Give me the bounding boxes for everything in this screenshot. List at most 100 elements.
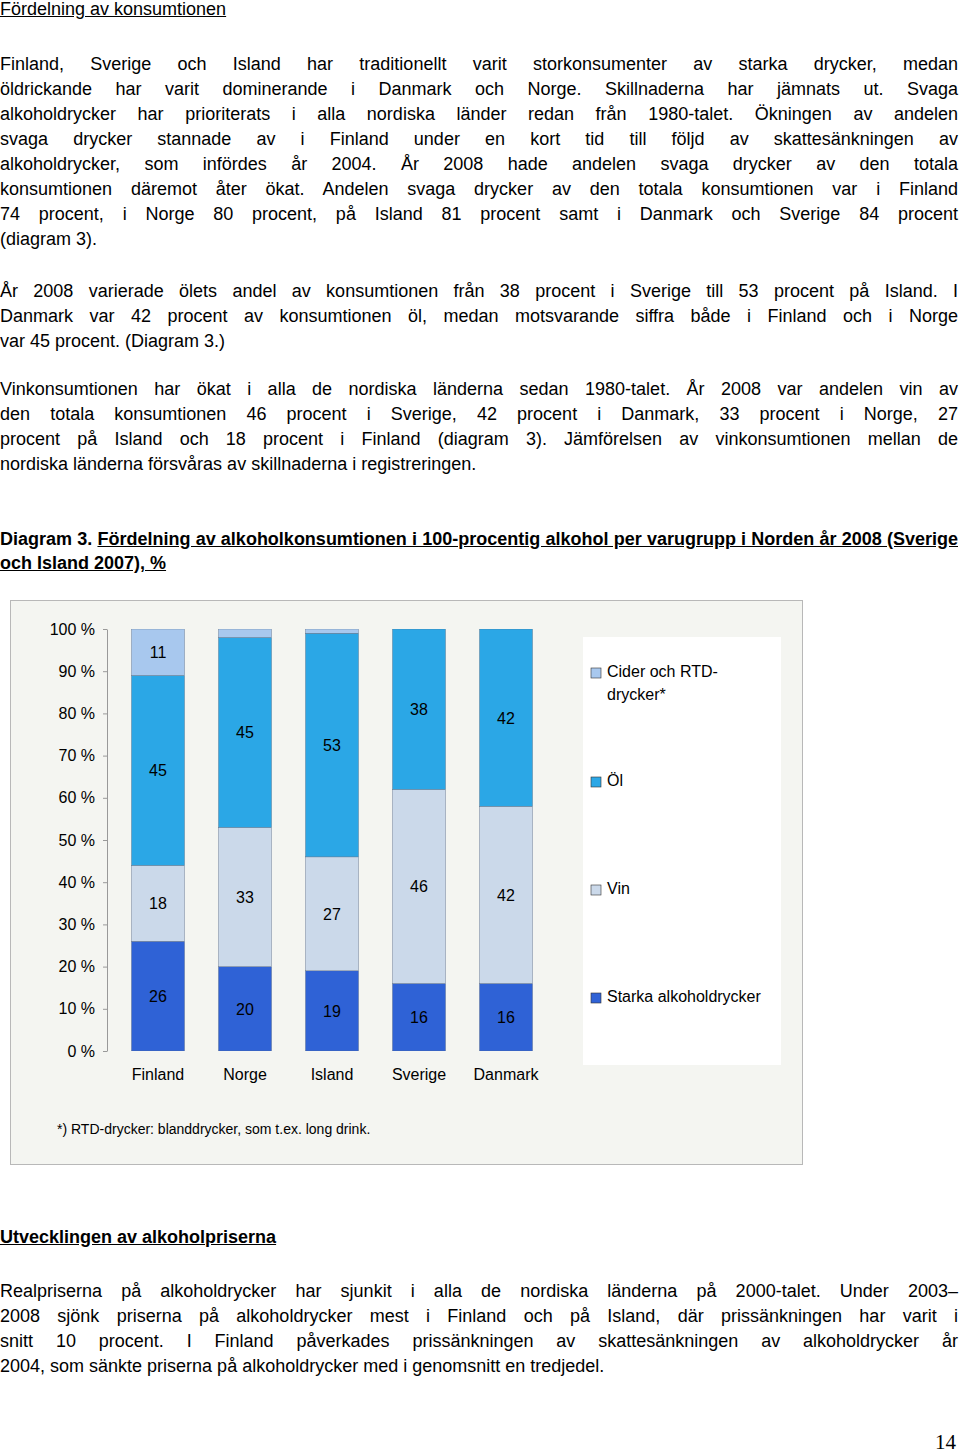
y-tick: 60 % (59, 789, 107, 806)
x-tick-label: Danmark (474, 1066, 540, 1083)
y-axis: 0 % 10 % 20 % 30 % 40 % 50 % 60 % 70 % 80 % 90 % 1… (50, 621, 108, 1060)
data-labels: 26201916161833274642454553384211 (149, 644, 515, 1026)
y-tick-label: 50 % (59, 832, 95, 849)
y-tick-label: 90 % (59, 663, 95, 680)
text-line: 2004, som sänkte priserna på alkoholdryc… (0, 1354, 958, 1379)
y-tick: 70 % (59, 747, 107, 764)
y-tick-label: 100 % (50, 621, 95, 638)
text-line: 74 procent, i Norge 80 procent, på Islan… (0, 202, 958, 227)
legend-label: Vin (607, 880, 630, 897)
y-tick: 40 % (59, 874, 107, 891)
y-tick-label: 40 % (59, 874, 95, 891)
data-label: 42 (497, 710, 515, 727)
text-line: var 45 procent. (Diagram 3.) (0, 329, 958, 354)
bar-segment (479, 983, 532, 1051)
y-tick-label: 80 % (59, 705, 95, 722)
y-tick-mark (103, 798, 107, 799)
legend-box (583, 637, 781, 1065)
y-tick-mark (103, 713, 107, 714)
legend-label: Cider och RTD-drycker* (607, 663, 718, 703)
x-tick: Island (311, 1051, 354, 1083)
footnote: *) RTD-drycker: blanddrycker, som t.ex. … (57, 1121, 370, 1137)
bars (131, 629, 532, 1051)
text-line: nordiska länderna försvåras av skillnade… (0, 452, 958, 477)
page-number: 14 (935, 1430, 956, 1451)
legend-swatch (591, 885, 601, 895)
caption-label: Diagram 3. (0, 529, 92, 549)
heading: Fördelning av konsumtionen (0, 0, 226, 20)
legend-swatch (591, 777, 601, 787)
bar-segment (305, 629, 358, 633)
data-label: 26 (149, 988, 167, 1005)
chart: 0 % 10 % 20 % 30 % 40 % 50 % 60 % 70 % 80 % 90 % 1… (11, 601, 802, 1164)
bar-segment (479, 629, 532, 806)
y-tick-label: 70 % (59, 747, 95, 764)
y-tick-mark (103, 882, 107, 883)
x-tick: Norge (223, 1051, 267, 1083)
bar-segment (218, 637, 271, 827)
bar-segment (479, 806, 532, 983)
data-label: 46 (410, 878, 428, 895)
y-tick: 0 % (67, 1043, 107, 1060)
text-line: konsumtionen däremot åter ökat. Andelen … (0, 177, 958, 202)
bar-segment (392, 983, 445, 1051)
bar-segment (305, 971, 358, 1051)
y-tick-label: 60 % (59, 789, 95, 806)
y-tick-mark (103, 671, 107, 672)
data-label: 38 (410, 701, 428, 718)
bar-segment (305, 633, 358, 857)
legend-swatch (591, 993, 601, 1003)
y-tick: 80 % (59, 705, 107, 722)
text-line: (diagram 3). (0, 227, 958, 252)
text-line: År 2008 varierade ölets andel av konsumt… (0, 279, 958, 304)
y-tick-label: 30 % (59, 916, 95, 933)
bar-segment (218, 629, 271, 637)
chart-title: Fördelning av alkoholkonsumtionen i 100-… (0, 529, 958, 573)
x-tick-label: Finland (132, 1066, 184, 1083)
y-tick: 10 % (59, 1000, 107, 1017)
heading: Utvecklingen av alkoholpriserna (0, 1226, 276, 1248)
bar-segment (392, 629, 445, 789)
text-line: öldrickande har varit dominerande i Danm… (0, 77, 958, 102)
bar-segment (131, 941, 184, 1051)
x-tick: Danmark (474, 1051, 540, 1083)
x-axis: Finland Norge Island Sverige Danmark (115, 1051, 550, 1083)
y-tick-mark (103, 967, 107, 968)
x-axis-line (115, 1051, 550, 1052)
y-tick-label: 10 % (59, 1000, 95, 1017)
text-line: Finland, Sverige och Island har traditio… (0, 52, 958, 77)
bar-segment (218, 827, 271, 966)
text-line: Danmark var 42 procent av konsumtionen ö… (0, 304, 958, 329)
text-line: snitt 10 procent. I Finland påverkades p… (0, 1329, 958, 1354)
y-tick-mark (103, 756, 107, 757)
bar-segment (392, 629, 445, 630)
y-tick-mark (103, 1051, 107, 1052)
text-line: svaga drycker stannade av i Finland unde… (0, 127, 958, 152)
y-tick-label: 0 % (67, 1043, 95, 1060)
caption: Diagram 3. Fördelning av alkoholkonsumti… (0, 527, 958, 575)
data-label: 45 (236, 724, 254, 741)
y-tick: 50 % (59, 832, 107, 849)
x-tick-label: Island (311, 1066, 354, 1083)
y-tick-mark (103, 629, 107, 630)
y-tick-mark (103, 924, 107, 925)
x-tick-label: Sverige (392, 1066, 446, 1083)
bar-segment (131, 675, 184, 865)
y-tick: 90 % (59, 663, 107, 680)
y-tick: 100 % (50, 621, 107, 638)
data-label: 16 (497, 1009, 515, 1026)
data-label: 19 (323, 1003, 341, 1020)
bar-segment (305, 857, 358, 971)
y-tick: 30 % (59, 916, 107, 933)
text-line: alkoholdrycker har prioriterats i alla n… (0, 102, 958, 127)
bar-segment (479, 629, 532, 630)
bar-segment (131, 629, 184, 675)
bar-segment (131, 865, 184, 941)
text-line: Realpriserna på alkoholdrycker har sjunk… (0, 1279, 958, 1304)
y-tick: 20 % (59, 958, 107, 975)
legend-swatch (591, 668, 601, 678)
text-line: procent på Island och 18 procent i Finla… (0, 427, 958, 452)
y-tick-mark (103, 840, 107, 841)
x-tick: Sverige (392, 1051, 446, 1083)
data-label: 11 (150, 644, 167, 661)
